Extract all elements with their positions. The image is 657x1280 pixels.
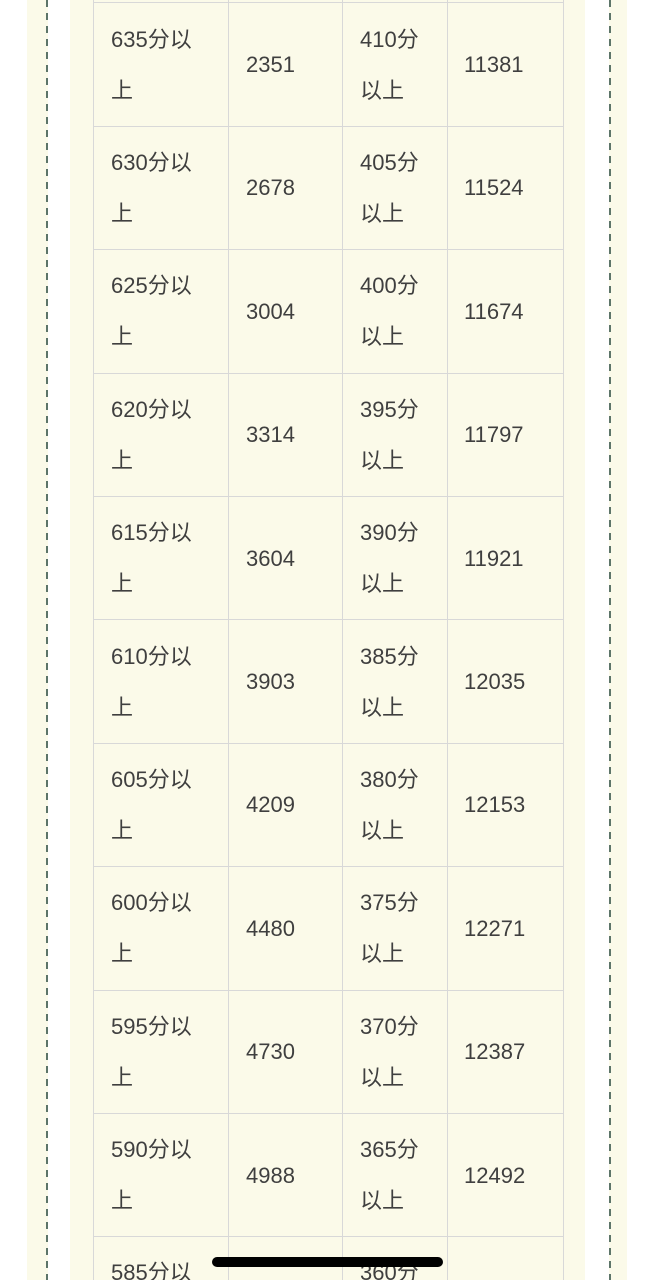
table-row: 590分以上 4988 365分以上 12492 [93, 1112, 564, 1238]
table-row: 605分以上 4209 380分以上 12153 [93, 742, 564, 868]
table-row: 600分以上 4480 375分以上 12271 [93, 866, 564, 991]
right-dashed-border [609, 0, 611, 1280]
table-row: 595分以上 4730 370分以上 12387 [93, 989, 564, 1114]
table-cell: 12035 [447, 619, 564, 744]
table-cell: 3604 [228, 495, 343, 621]
table-cell [447, 1236, 564, 1280]
score-table-body: 635分以上 2351 410分以上 11381 630分以上 2678 405分以上 115… [93, 0, 564, 1280]
table-row: 610分以上 3903 385分以上 12035 [93, 619, 564, 744]
table-cell: 11674 [447, 249, 564, 374]
table-cell: 610分以上 [93, 619, 229, 744]
table-cell: 11381 [447, 2, 564, 127]
table-cell: 605分以上 [93, 742, 229, 868]
table-cell: 11797 [447, 372, 564, 497]
table-row: 625分以上 3004 400分以上 11674 [93, 249, 564, 374]
table-cell: 630分以上 [93, 125, 229, 251]
table-row: 620分以上 3314 395分以上 11797 [93, 372, 564, 497]
table-cell: 385分以上 [342, 619, 448, 744]
table-cell: 4730 [228, 989, 343, 1114]
table-row: 635分以上 2351 410分以上 11381 [93, 2, 564, 127]
table-cell: 395分以上 [342, 372, 448, 497]
table-row: 630分以上 2678 405分以上 11524 [93, 125, 564, 251]
table-cell: 365分以上 [342, 1112, 448, 1238]
table-cell: 585分以上 [93, 1236, 229, 1280]
table-cell: 620分以上 [93, 372, 229, 497]
table-cell: 4988 [228, 1112, 343, 1238]
table-cell: 11921 [447, 495, 564, 621]
table-cell: 625分以上 [93, 249, 229, 374]
table-cell: 595分以上 [93, 989, 229, 1114]
table-cell: 12387 [447, 989, 564, 1114]
table-cell: 375分以上 [342, 866, 448, 991]
table-cell: 615分以上 [93, 495, 229, 621]
table-cell: 3903 [228, 619, 343, 744]
table-cell: 390分以上 [342, 495, 448, 621]
table-cell: 405分以上 [342, 125, 448, 251]
table-cell: 4209 [228, 742, 343, 868]
table-cell: 2351 [228, 2, 343, 127]
table-cell: 400分以上 [342, 249, 448, 374]
table-cell: 410分以上 [342, 2, 448, 127]
table-cell: 3004 [228, 249, 343, 374]
table-cell: 3314 [228, 372, 343, 497]
table-row: 615分以上 3604 390分以上 11921 [93, 495, 564, 621]
table-cell: 12153 [447, 742, 564, 868]
left-dashed-border [46, 0, 48, 1280]
table-cell: 11524 [447, 125, 564, 251]
score-table: 635分以上 2351 410分以上 11381 630分以上 2678 405分以上 115… [93, 0, 564, 1280]
table-cell: 370分以上 [342, 989, 448, 1114]
table-cell: 600分以上 [93, 866, 229, 991]
table-cell: 12492 [447, 1112, 564, 1238]
table-cell: 380分以上 [342, 742, 448, 868]
table-cell: 590分以上 [93, 1112, 229, 1238]
table-cell: 4480 [228, 866, 343, 991]
table-cell: 12271 [447, 866, 564, 991]
home-indicator-bar[interactable] [212, 1257, 443, 1267]
table-cell: 635分以上 [93, 2, 229, 127]
table-cell: 2678 [228, 125, 343, 251]
